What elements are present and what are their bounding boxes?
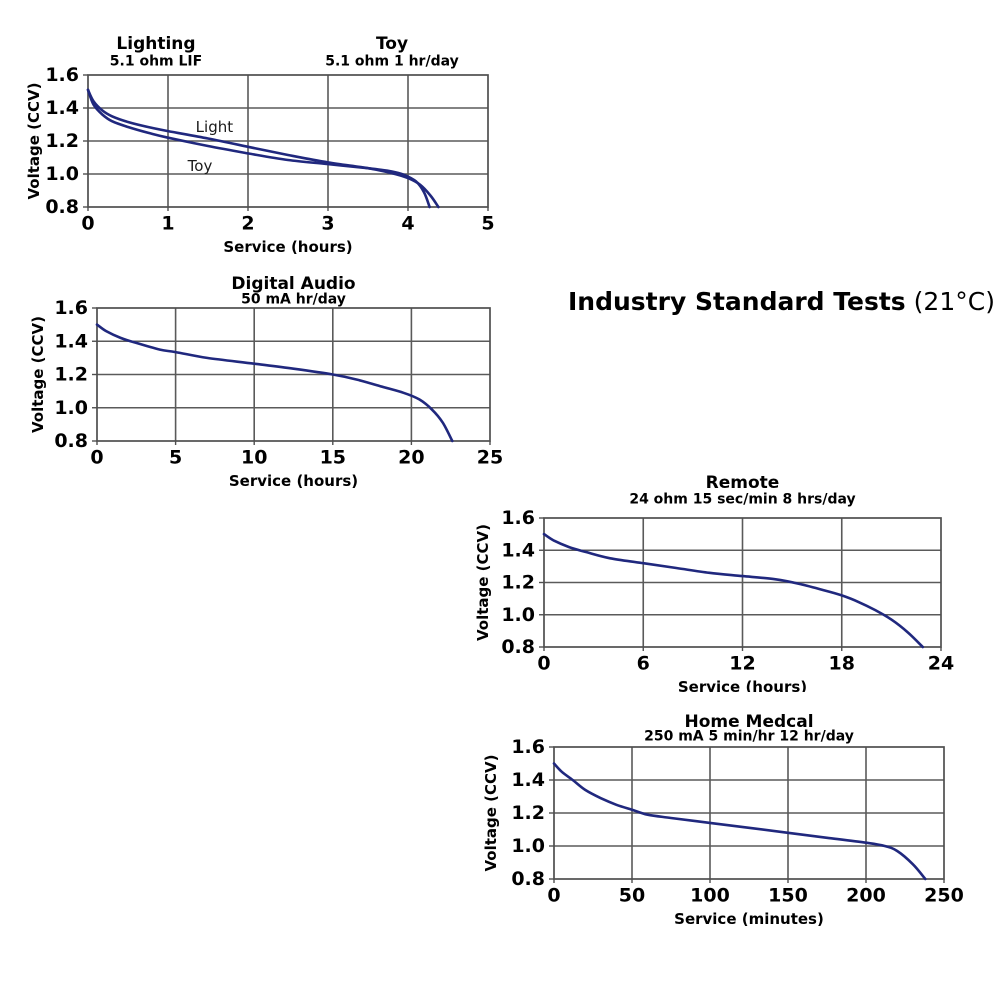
x-tick-label: 5 <box>481 213 494 235</box>
chart-title: Digital Audio <box>231 274 355 294</box>
y-tick-label: 1.6 <box>501 507 535 529</box>
y-tick-label: 1.2 <box>54 364 88 386</box>
y-tick-label: 1.6 <box>511 736 545 758</box>
chart-title: Toy <box>376 34 408 54</box>
x-tick-label: 0 <box>90 447 103 469</box>
x-tick-label: 24 <box>928 653 954 675</box>
remote-plot: 0 6 12 18 24 0.8 1.0 1.2 1.4 1.6 Service (hours) Vo… <box>474 473 954 696</box>
chart-subtitle: 24 ohm 15 sec/min 8 hrs/day <box>629 492 855 508</box>
x-tick-label: 250 <box>924 885 964 907</box>
chart-title: Remote <box>706 473 780 493</box>
y-tick-label: 1.0 <box>501 604 535 626</box>
curve-digital-audio <box>95 323 454 443</box>
chart-title: Home Medcal <box>684 712 813 732</box>
home-medical-chart: 0 50 100 150 200 250 0.8 1.0 1.2 1.4 1.6 Service (m… <box>462 700 964 935</box>
digital-audio-plot: 0 5 10 15 20 25 0.8 1.0 1.2 1.4 1.6 Service (hours)… <box>29 274 503 490</box>
y-tick-label: 1.2 <box>501 572 535 594</box>
y-tick-label: 1.4 <box>511 769 545 791</box>
x-tick-label: 50 <box>619 885 645 907</box>
y-tick-label: 1.6 <box>45 64 79 86</box>
x-tick-label: 18 <box>829 653 855 675</box>
y-tick-label: 0.8 <box>54 430 88 452</box>
y-axis-label: Voltage (CCV) <box>474 524 492 641</box>
y-tick-label: 1.4 <box>501 539 535 561</box>
y-axis-label: Voltage (CCV) <box>25 83 43 200</box>
x-axis-label: Service (minutes) <box>674 910 824 928</box>
series-label-light: Light <box>196 118 234 136</box>
y-tick-label: 1.4 <box>45 97 79 119</box>
x-tick-label: 0 <box>537 653 550 675</box>
y-tick-label: 0.8 <box>511 868 545 890</box>
chart-title: Lighting <box>116 34 195 54</box>
x-tick-label: 4 <box>401 213 414 235</box>
x-tick-label: 2 <box>241 213 254 235</box>
y-tick-label: 0.8 <box>45 196 79 218</box>
y-axis-label: Voltage (CCV) <box>482 755 500 872</box>
x-tick-label: 5 <box>169 447 182 469</box>
x-tick-label: 25 <box>477 447 503 469</box>
x-tick-label: 10 <box>241 447 267 469</box>
x-tick-label: 6 <box>637 653 650 675</box>
y-tick-label: 1.2 <box>45 130 79 152</box>
lighting-toy-chart: 0 1 2 3 4 5 0.8 1.0 1.2 1.4 1.6 Service (hours) Volt… <box>15 30 507 264</box>
series-label-toy: Toy <box>187 157 213 175</box>
x-tick-label: 100 <box>690 885 730 907</box>
x-tick-label: 12 <box>729 653 755 675</box>
digital-audio-chart: 0 5 10 15 20 25 0.8 1.0 1.2 1.4 1.6 Service (hours)… <box>15 270 512 490</box>
y-axis-label: Voltage (CCV) <box>29 316 47 433</box>
lighting-toy-plot: 0 1 2 3 4 5 0.8 1.0 1.2 1.4 1.6 Service (hours) Volt… <box>25 34 495 256</box>
x-tick-label: 0 <box>81 213 94 235</box>
chart-subtitle: 50 mA hr/day <box>241 292 346 308</box>
y-tick-label: 1.0 <box>54 397 88 419</box>
chart-subtitle: 250 mA 5 min/hr 12 hr/day <box>644 729 854 745</box>
x-tick-label: 200 <box>846 885 886 907</box>
x-axis-label: Service (hours) <box>223 238 352 256</box>
curve-home-medcal <box>552 762 927 881</box>
home-medical-plot: 0 50 100 150 200 250 0.8 1.0 1.2 1.4 1.6 Service (m… <box>482 712 964 928</box>
x-tick-label: 150 <box>768 885 808 907</box>
page-heading-title: Industry Standard Tests <box>568 287 906 316</box>
x-tick-label: 0 <box>547 885 560 907</box>
y-tick-label: 0.8 <box>501 636 535 658</box>
x-tick-label: 20 <box>398 447 424 469</box>
curve-toy <box>86 88 431 209</box>
y-tick-label: 1.0 <box>45 163 79 185</box>
y-tick-label: 1.6 <box>54 297 88 319</box>
chart-subtitle: 5.1 ohm 1 hr/day <box>325 54 459 70</box>
curve-remote <box>542 532 925 649</box>
x-tick-label: 1 <box>161 213 174 235</box>
y-tick-label: 1.4 <box>54 330 88 352</box>
chart-subtitle: 5.1 ohm LIF <box>110 54 202 70</box>
y-tick-label: 1.2 <box>511 802 545 824</box>
remote-chart: 0 6 12 18 24 0.8 1.0 1.2 1.4 1.6 Service (hours) Vo… <box>462 468 959 696</box>
x-axis-label: Service (hours) <box>678 678 807 692</box>
y-tick-label: 1.0 <box>511 835 545 857</box>
x-tick-label: 15 <box>320 447 346 469</box>
page-heading: Industry Standard Tests (21°C) <box>568 287 995 316</box>
page-heading-temperature: (21°C) <box>913 287 995 316</box>
x-tick-label: 3 <box>321 213 334 235</box>
x-axis-label: Service (hours) <box>229 472 358 488</box>
